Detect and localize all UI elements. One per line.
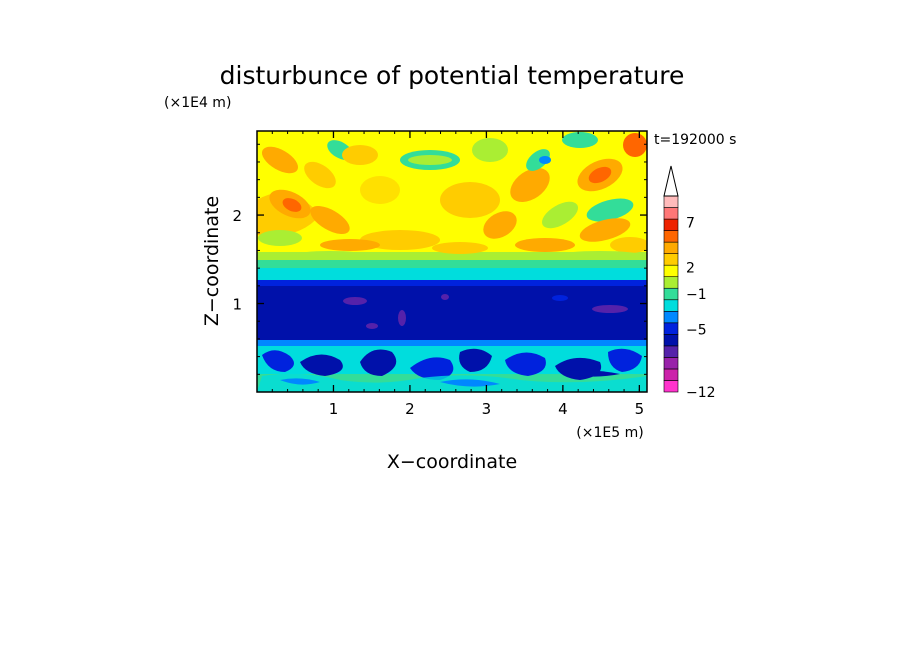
colorbar-swatch [663,218,679,231]
colorbar-swatch [663,380,679,393]
colorbar-swatch [663,368,679,381]
colorbar-swatch [663,253,679,266]
colorbar-swatch [663,195,679,208]
green-band [257,260,647,270]
colorbar-swatch [663,299,679,312]
colorbar-extend-arrow [663,165,679,197]
chart-title: disturbunce of potential temperature [220,61,685,90]
x-tick-label: 3 [482,400,492,418]
lower-dark-patches [257,348,647,392]
purple-spots [343,294,628,329]
colorbar-label: 2 [686,260,695,276]
upper-wave-pattern [257,132,647,259]
y-tick-label: 1 [232,296,242,314]
cyan-band [257,268,647,282]
colorbar-swatch [663,207,679,220]
colorbar-swatch [663,276,679,289]
colorbar-swatch [663,241,679,254]
colorbar-label: −1 [686,287,707,303]
colorbar-label: −12 [686,385,716,401]
colorbar-swatch [663,264,679,278]
y-axis-label: Z−coordinate [201,196,223,326]
mid-blue-band [257,340,647,348]
axis-ticks: 1 2 3 4 5 1 2 [232,131,647,418]
colorbar-swatch [663,230,679,243]
x-axis-label: X−coordinate [387,451,517,473]
colorbar-label: 7 [686,216,695,232]
y-unit-label: (×1E4 m) [164,95,231,111]
x-tick-label: 4 [558,400,568,418]
green-transition-band [257,252,647,262]
colorbar-swatch [663,334,679,347]
x-tick-label: 2 [405,400,415,418]
plot-frame [256,130,648,393]
y-tick-label: 2 [232,207,242,225]
colorbar-label: −5 [686,323,707,339]
colorbar-swatch [663,357,679,370]
colorbar-swatch [663,310,679,324]
blue-band [257,280,647,288]
x-tick-label: 5 [635,400,645,418]
colorbar-swatch [663,322,679,335]
x-tick-label: 1 [329,400,339,418]
dark-blue-band [257,286,647,342]
colorbar: −12−5−127 [663,165,716,401]
time-label: t=192000 s [654,132,736,148]
colorbar-swatch [663,345,679,358]
contour-plot-area [257,131,647,392]
x-unit-label: (×1E5 m) [576,425,643,441]
colorbar-swatch [663,287,679,301]
